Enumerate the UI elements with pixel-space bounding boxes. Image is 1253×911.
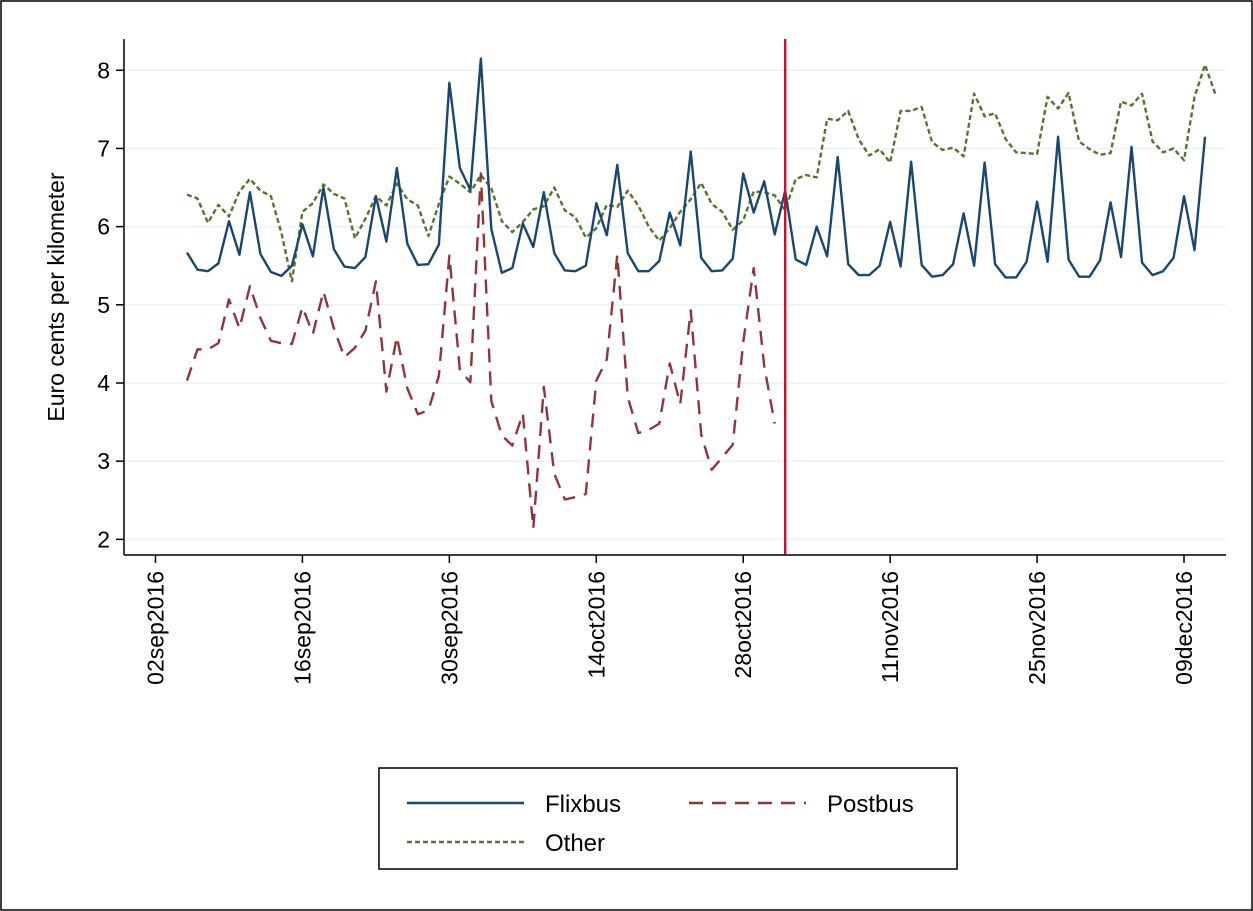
axes bbox=[116, 39, 1226, 563]
legend-label-postbus: Postbus bbox=[827, 791, 914, 818]
y-tick-label: 4 bbox=[97, 370, 110, 396]
legend-label-other: Other bbox=[545, 830, 605, 857]
legend-label-flixbus: Flixbus bbox=[545, 791, 621, 818]
x-tick-label: 28oct2016 bbox=[730, 571, 756, 678]
x-tick-label: 16sep2016 bbox=[289, 571, 315, 685]
series-lines bbox=[185, 57, 1217, 530]
x-tick-label: 25nov2016 bbox=[1024, 571, 1050, 685]
series-line-other bbox=[186, 63, 1217, 283]
y-tick-label: 2 bbox=[97, 526, 110, 552]
y-tick-label: 3 bbox=[97, 448, 110, 474]
legend-box bbox=[378, 767, 958, 870]
series-line-flixbus bbox=[185, 57, 1207, 279]
y-tick-label: 8 bbox=[97, 57, 110, 83]
y-tick-label: 6 bbox=[97, 214, 110, 240]
y-axis-title: Euro cents per kilometer bbox=[43, 172, 69, 422]
x-tick-label: 30sep2016 bbox=[436, 571, 462, 685]
x-tick-label: 09dec2016 bbox=[1171, 571, 1197, 685]
legend: Flixbus Postbus Other bbox=[378, 767, 958, 870]
x-tick-label: 02sep2016 bbox=[142, 571, 168, 685]
series-line-postbus bbox=[185, 172, 776, 530]
x-tick-label: 14oct2016 bbox=[583, 571, 609, 678]
x-tick-label: 11nov2016 bbox=[877, 571, 903, 683]
y-tick-label: 7 bbox=[97, 135, 110, 161]
y-tick-label: 5 bbox=[97, 292, 110, 318]
